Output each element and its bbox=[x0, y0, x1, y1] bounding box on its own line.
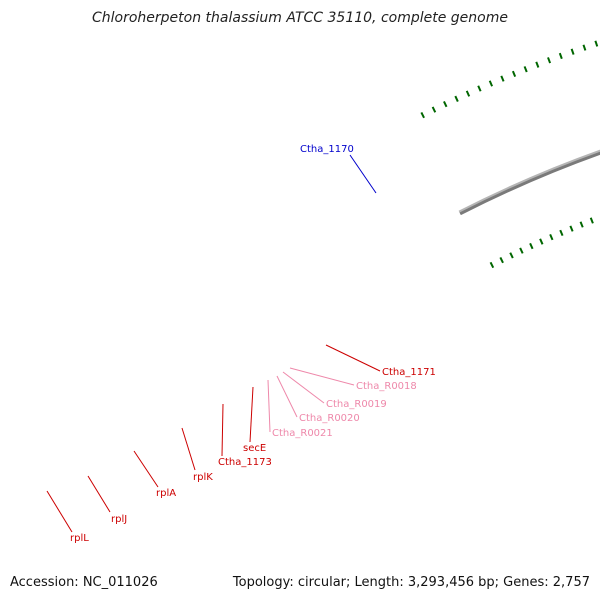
outer-tick-ring bbox=[420, 40, 599, 119]
label-leader-line bbox=[276, 375, 298, 418]
outer-tick-dot bbox=[535, 61, 540, 68]
gene-labels: Ctha_1170 Ctha_1171 Ctha_R0018 Ctha_R0019 Ct… bbox=[70, 144, 436, 544]
inner-tick-dot bbox=[579, 221, 584, 228]
outer-tick-dot bbox=[594, 40, 599, 47]
outer-tick-dot bbox=[465, 90, 471, 97]
label-leader-line bbox=[87, 475, 111, 513]
outer-tick-dot bbox=[547, 57, 552, 64]
inner-tick-ring bbox=[489, 217, 594, 269]
inner-tick-dot bbox=[499, 256, 504, 264]
gene-label[interactable]: Ctha_R0019 bbox=[326, 399, 387, 410]
outer-tick-dot bbox=[582, 44, 587, 51]
label-leader-line bbox=[282, 371, 325, 404]
gene-label[interactable]: Ctha_1170 bbox=[300, 144, 354, 155]
outer-tick-dot bbox=[454, 95, 459, 102]
outer-tick-dot bbox=[500, 75, 505, 82]
gene-label[interactable]: Ctha_1173 bbox=[218, 457, 272, 468]
inner-tick-dot bbox=[509, 252, 514, 259]
outer-tick-dot bbox=[443, 101, 448, 108]
genome-backbone bbox=[458, 149, 600, 216]
label-leader-line bbox=[349, 154, 377, 194]
inner-tick-dot bbox=[529, 242, 534, 250]
outer-tick-dot bbox=[477, 85, 482, 92]
gene-label[interactable]: Ctha_R0020 bbox=[299, 413, 360, 424]
topology-summary: Topology: circular; Length: 3,293,456 bp… bbox=[232, 575, 590, 590]
gene-label[interactable]: rplA bbox=[156, 488, 176, 499]
label-leader-line bbox=[325, 344, 381, 372]
outer-tick-dot bbox=[570, 48, 575, 55]
gene-label[interactable]: rplK bbox=[193, 472, 213, 483]
gene-label[interactable]: rplL bbox=[70, 533, 89, 544]
label-leader-line bbox=[133, 450, 159, 488]
outer-tick-dot bbox=[420, 111, 425, 119]
label-leader-line bbox=[221, 403, 224, 457]
inner-tick-dot bbox=[559, 229, 564, 237]
label-leader-line bbox=[181, 427, 196, 471]
gene-label[interactable]: Ctha_R0021 bbox=[272, 428, 333, 439]
label-leader-line bbox=[249, 386, 254, 443]
outer-tick-dot bbox=[511, 70, 517, 78]
gene-label[interactable]: Ctha_1171 bbox=[382, 367, 436, 378]
outer-tick-dot bbox=[523, 66, 528, 73]
outer-tick-dot bbox=[558, 52, 563, 60]
gene-label[interactable]: secE bbox=[243, 443, 266, 454]
label-leader-lines bbox=[46, 154, 381, 533]
gene-label[interactable]: Ctha_R0018 bbox=[356, 381, 417, 392]
inner-tick-dot bbox=[589, 217, 594, 224]
accession-text: Accession: NC_011026 bbox=[10, 575, 158, 590]
label-leader-line bbox=[267, 379, 271, 433]
inner-tick-dot bbox=[549, 234, 554, 241]
label-leader-line bbox=[289, 367, 355, 386]
label-leader-line bbox=[46, 490, 73, 533]
inner-tick-dot bbox=[539, 238, 544, 245]
outer-tick-dot bbox=[488, 80, 494, 87]
inner-tick-dot bbox=[569, 225, 574, 232]
inner-tick-dot bbox=[519, 247, 524, 254]
gene-label[interactable]: rplJ bbox=[111, 514, 127, 525]
inner-tick-dot bbox=[489, 261, 495, 269]
map-title: Chloroherpeton thalassium ATCC 35110, co… bbox=[92, 10, 508, 26]
outer-tick-dot bbox=[431, 106, 437, 113]
